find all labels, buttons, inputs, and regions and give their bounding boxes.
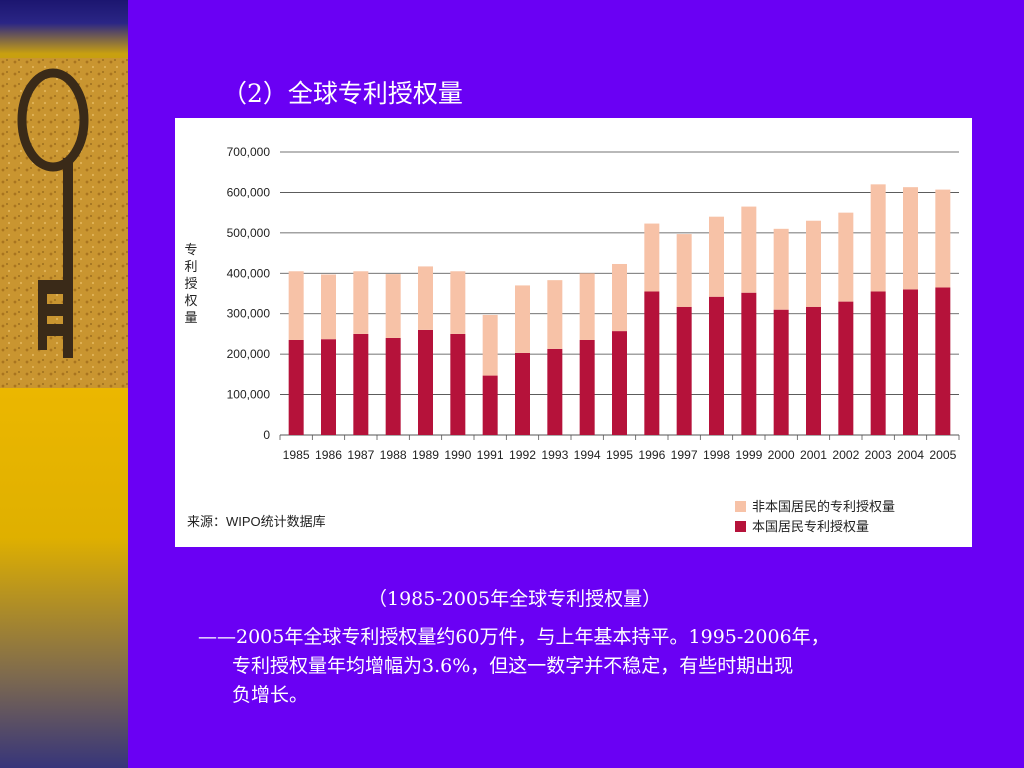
description: ——2005年全球专利授权量约60万件，与上年基本持平。1995-2006年， …	[198, 623, 998, 710]
bar-nonresident	[482, 314, 498, 376]
y-tick-label: 0	[263, 428, 270, 442]
bar-nonresident	[288, 271, 304, 340]
x-tick-label: 1996	[638, 450, 665, 462]
bar-resident	[353, 333, 369, 435]
x-tick-label: 1995	[606, 450, 633, 462]
x-tick-label: 2005	[929, 450, 956, 462]
chart-caption: （1985-2005年全球专利授权量）	[368, 588, 662, 610]
bar-resident	[644, 291, 660, 435]
bar-resident	[838, 301, 854, 435]
legend-swatch	[735, 501, 746, 512]
x-tick-label: 1990	[444, 450, 471, 462]
x-tick-label: 2002	[832, 450, 859, 462]
bar-nonresident	[418, 266, 433, 330]
bar-resident	[676, 306, 692, 435]
bar-nonresident	[676, 234, 692, 307]
chart-svg: 0 100,000 200,000 300,000 400,000 500,000 600,…	[184, 145, 960, 534]
bar-resident	[385, 337, 401, 435]
x-tick-label: 1988	[380, 450, 407, 462]
description-line: 专利授权量年均增幅为3.6%，但这一数字并不稳定，有些时期出现	[232, 655, 794, 677]
bar-resident	[321, 339, 336, 435]
x-tick-label: 1999	[735, 450, 762, 462]
x-tick-label: 1997	[671, 450, 698, 462]
bar-resident	[741, 292, 757, 435]
bar-resident	[935, 287, 951, 435]
x-tick-label: 1993	[541, 450, 568, 462]
bar-nonresident	[450, 271, 466, 334]
bar-resident	[515, 352, 530, 435]
x-tick-label: 1998	[703, 450, 730, 462]
x-tick-label: 1987	[347, 450, 374, 462]
bar-resident	[288, 339, 304, 435]
bar-resident	[870, 291, 886, 435]
legend-label: 非本国居民的专利授权量	[752, 499, 895, 514]
bar-resident	[547, 348, 563, 435]
y-axis-label-char: 量	[184, 310, 197, 325]
y-tick-label: 300,000	[227, 307, 271, 321]
y-tick-label: 400,000	[227, 266, 271, 280]
x-tick-label: 2004	[897, 450, 925, 462]
bar-resident	[903, 289, 918, 435]
x-tick-label: 1992	[509, 450, 536, 462]
x-tick-label: 2001	[800, 450, 827, 462]
bar-resident	[482, 375, 498, 435]
patent-chart: 0 100,000 200,000 300,000 400,000 500,000 600,…	[175, 118, 972, 547]
legend-label: 本国居民专利授权量	[752, 519, 869, 534]
description-line: 负增长。	[232, 684, 309, 706]
bar-nonresident	[547, 280, 563, 349]
slide-title: （2）全球专利授权量	[222, 79, 463, 108]
y-tick-label: 700,000	[227, 145, 271, 159]
bar-resident	[450, 333, 466, 435]
bar-nonresident	[903, 187, 918, 290]
y-axis-label-char: 权	[184, 293, 197, 308]
y-axis-label-char: 利	[184, 259, 197, 274]
bar-resident	[709, 296, 724, 435]
description-line: ——2005年全球专利授权量约60万件，与上年基本持平。1995-2006年，	[198, 626, 830, 648]
bar-resident	[418, 329, 433, 435]
x-tick-label: 1989	[412, 450, 439, 462]
y-tick-label: 100,000	[227, 388, 271, 402]
bar-nonresident	[806, 220, 821, 307]
bar-resident	[612, 331, 627, 435]
x-tick-label: 2003	[865, 450, 892, 462]
source-note: 来源：WIPO统计数据库	[187, 514, 326, 529]
bar-nonresident	[838, 212, 854, 302]
key-photo	[0, 58, 128, 388]
y-tick-label: 600,000	[227, 185, 271, 199]
bar-nonresident	[773, 228, 789, 310]
bar-nonresident	[385, 274, 401, 338]
bar-resident	[806, 306, 821, 435]
y-axis-label-char: 专	[184, 242, 197, 257]
bar-nonresident	[353, 271, 369, 334]
bar-nonresident	[515, 285, 530, 353]
x-tick-label: 1985	[283, 450, 310, 462]
y-axis-label-char: 授	[184, 276, 197, 291]
y-tick-label: 200,000	[227, 347, 271, 361]
bar-nonresident	[870, 184, 886, 292]
bar-nonresident	[321, 274, 336, 340]
bar-nonresident	[579, 273, 595, 340]
bar-resident	[773, 309, 789, 435]
bar-nonresident	[644, 223, 660, 292]
bar-nonresident	[935, 189, 951, 288]
y-tick-label: 500,000	[227, 226, 271, 240]
x-tick-label: 2000	[768, 450, 795, 462]
bar-nonresident	[741, 206, 757, 293]
x-tick-label: 1986	[315, 450, 342, 462]
x-tick-label: 1991	[477, 450, 504, 462]
x-tick-label: 1994	[574, 450, 602, 462]
bar-nonresident	[612, 263, 627, 332]
bar-nonresident	[709, 216, 724, 297]
bar-resident	[579, 339, 595, 435]
legend-swatch	[735, 521, 746, 532]
